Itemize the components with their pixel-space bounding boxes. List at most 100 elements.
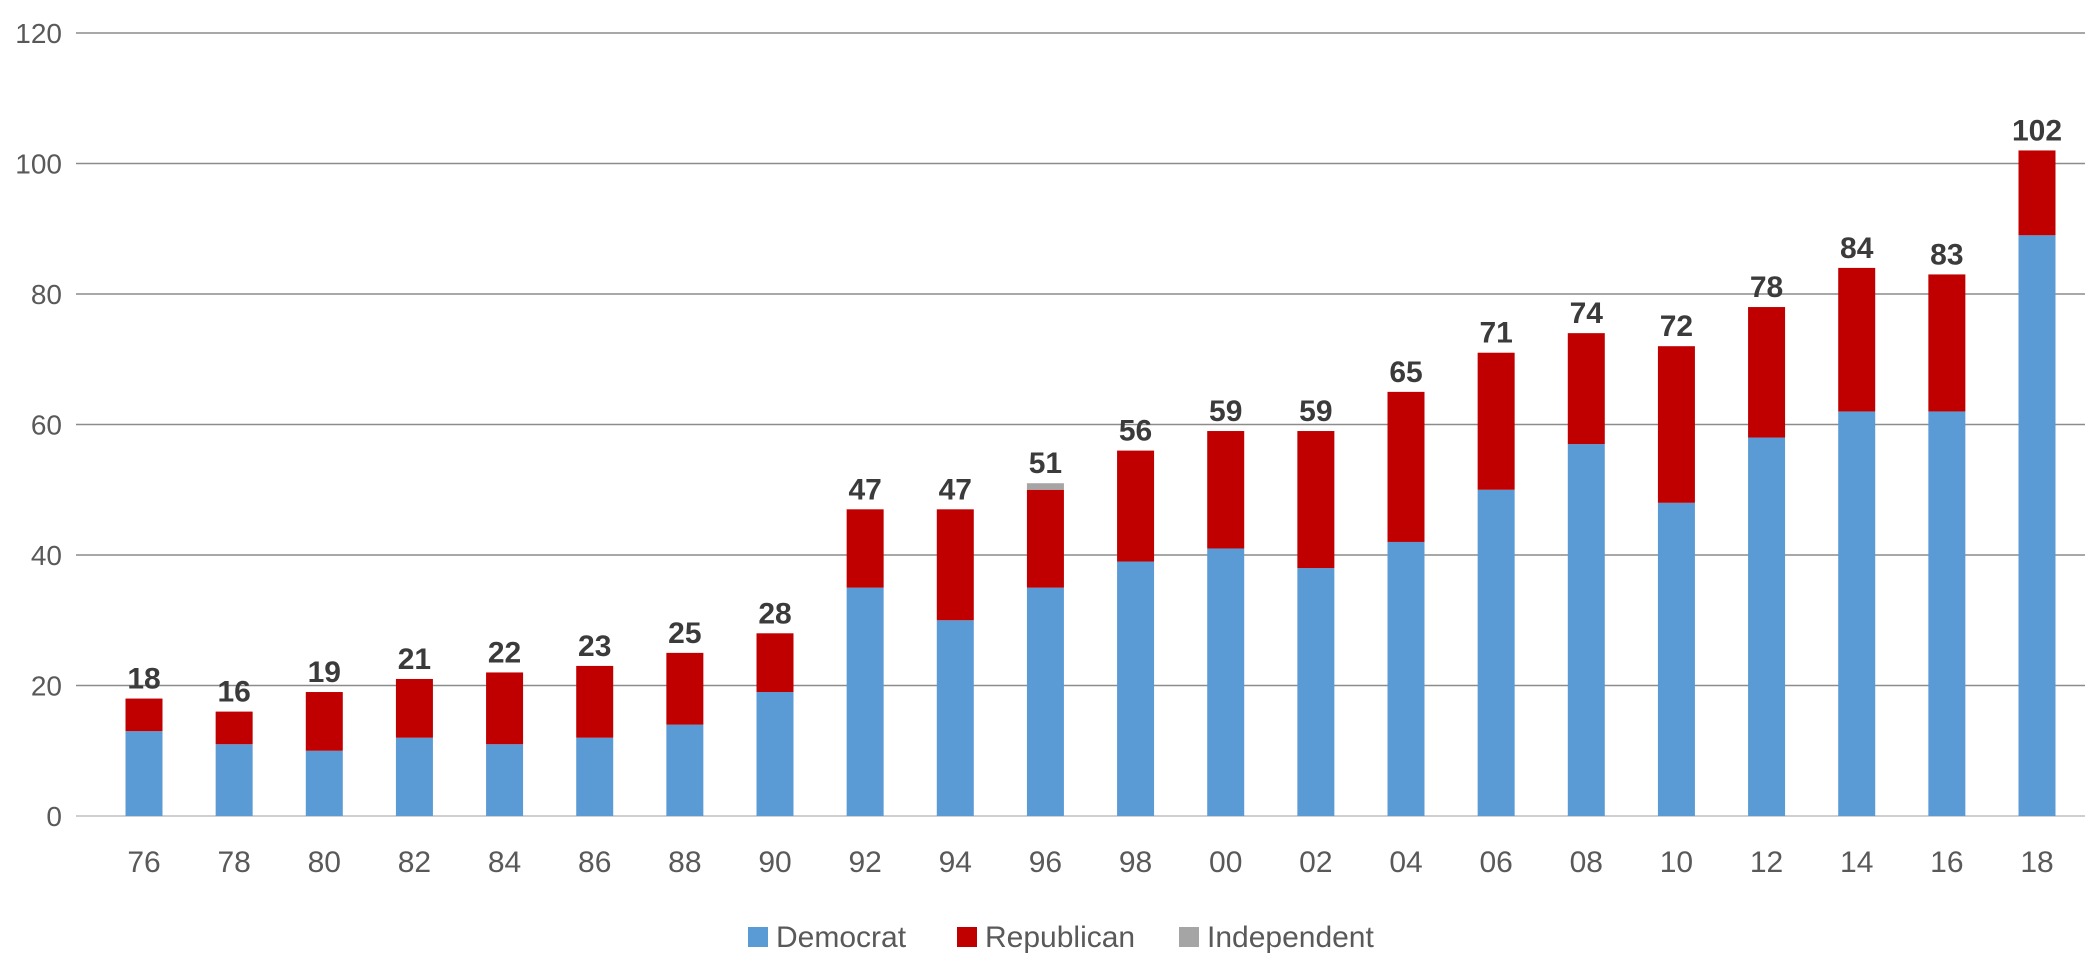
bar-democrat: [486, 744, 524, 816]
bar-republican: [1026, 489, 1064, 588]
x-tick-label: 78: [217, 846, 250, 879]
total-label: 83: [1930, 238, 1963, 271]
total-label: 102: [2012, 114, 2062, 147]
x-tick-label: 16: [1930, 846, 1963, 879]
bar-republican: [936, 509, 974, 621]
x-tick-label: 76: [127, 846, 160, 879]
x-tick-label: 94: [939, 846, 972, 879]
bar-republican: [1838, 267, 1876, 412]
bar-democrat: [1657, 502, 1695, 816]
y-tick-label: 80: [31, 279, 62, 310]
bar-republican: [1387, 391, 1425, 542]
x-tick-label: 86: [578, 846, 611, 879]
x-tick-label: 06: [1479, 846, 1512, 879]
bar-republican: [576, 665, 614, 738]
x-tick-label: 08: [1570, 846, 1603, 879]
x-tick-label: 98: [1119, 846, 1152, 879]
total-label: 47: [848, 473, 881, 506]
legend-label-independent: Independent: [1207, 921, 1374, 954]
total-label: 78: [1750, 271, 1783, 304]
bar-democrat: [936, 620, 974, 816]
bar-democrat: [1748, 437, 1786, 816]
x-tick-label: 14: [1840, 846, 1873, 879]
bar-democrat: [1207, 548, 1245, 816]
bar-republican: [305, 692, 343, 751]
legend-swatch-republican: [957, 927, 977, 947]
bar-democrat: [576, 737, 614, 816]
bar-democrat: [1026, 587, 1064, 816]
total-label: 59: [1299, 395, 1332, 428]
legend-label-democrat: Democrat: [776, 921, 907, 954]
bar-democrat: [1387, 541, 1425, 816]
y-tick-label: 20: [31, 671, 62, 702]
total-label: 16: [217, 676, 250, 709]
y-tick-label: 120: [15, 18, 62, 49]
bar-democrat: [1838, 411, 1876, 816]
bar-democrat: [846, 587, 884, 816]
bar-democrat: [125, 731, 163, 816]
total-label: 19: [308, 656, 341, 689]
total-label: 51: [1029, 447, 1062, 480]
bar-democrat: [305, 750, 343, 816]
total-label: 72: [1660, 310, 1693, 343]
bar-democrat: [395, 737, 433, 816]
bar-republican: [1207, 431, 1245, 549]
bar-democrat: [2018, 235, 2056, 816]
total-label: 84: [1840, 232, 1874, 265]
total-label: 25: [668, 617, 701, 650]
x-tick-label: 02: [1299, 846, 1332, 879]
y-tick-label: 40: [31, 540, 62, 571]
bar-democrat: [1567, 444, 1605, 816]
bar-republican: [756, 633, 794, 693]
bar-republican: [666, 652, 704, 725]
bar-republican: [1477, 352, 1515, 490]
bar-republican: [846, 509, 884, 588]
x-tick-label: 04: [1389, 846, 1422, 879]
bar-republican: [1657, 346, 1695, 503]
bar-republican: [395, 678, 433, 738]
x-tick-label: 12: [1750, 846, 1783, 879]
x-tick-label: 88: [668, 846, 701, 879]
x-tick-label: 00: [1209, 846, 1242, 879]
total-label: 28: [758, 597, 791, 630]
legend-swatch-democrat: [748, 927, 768, 947]
bar-democrat: [756, 692, 794, 816]
x-tick-label: 18: [2020, 846, 2053, 879]
total-label: 23: [578, 630, 611, 663]
bar-republican: [215, 711, 253, 745]
y-tick-label: 0: [46, 801, 62, 832]
total-label: 71: [1479, 317, 1512, 350]
bar-democrat: [1117, 561, 1155, 816]
bar-democrat: [666, 724, 704, 816]
y-tick-label: 60: [31, 410, 62, 441]
total-label: 56: [1119, 415, 1152, 448]
total-label: 18: [127, 663, 160, 696]
bar-democrat: [1297, 568, 1335, 816]
legend-label-republican: Republican: [985, 921, 1135, 954]
bar-republican: [125, 698, 163, 732]
bar-republican: [1748, 307, 1786, 438]
total-label: 21: [398, 643, 431, 676]
x-tick-label: 10: [1660, 846, 1693, 879]
total-label: 47: [939, 473, 972, 506]
total-label: 65: [1389, 356, 1422, 389]
bar-republican: [1297, 431, 1335, 569]
x-tick-label: 80: [308, 846, 341, 879]
x-tick-label: 82: [398, 846, 431, 879]
total-label: 22: [488, 636, 521, 669]
x-tick-label: 90: [758, 846, 791, 879]
bar-republican: [1117, 450, 1155, 562]
bar-republican: [2018, 150, 2056, 236]
bar-democrat: [215, 744, 253, 816]
bar-democrat: [1477, 489, 1515, 816]
x-tick-label: 92: [848, 846, 881, 879]
total-label: 74: [1570, 297, 1604, 330]
bar-republican: [486, 672, 524, 745]
x-tick-label: 84: [488, 846, 521, 879]
bar-democrat: [1928, 411, 1966, 816]
bar-independent: [1026, 483, 1064, 490]
bar-republican: [1567, 333, 1605, 445]
total-label: 59: [1209, 395, 1242, 428]
